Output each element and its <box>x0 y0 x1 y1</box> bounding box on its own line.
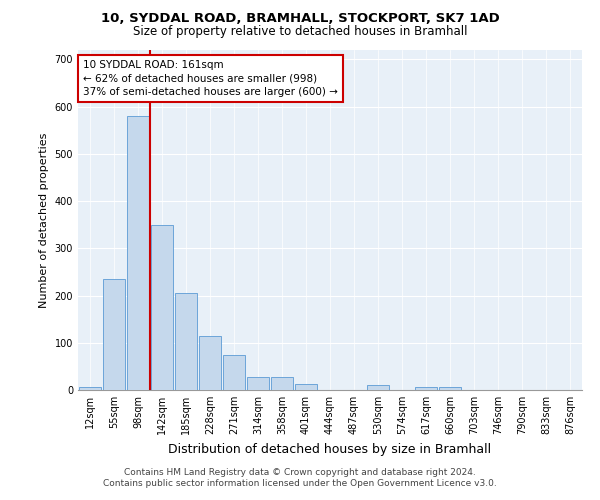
Bar <box>295 384 317 390</box>
Text: Size of property relative to detached houses in Bramhall: Size of property relative to detached ho… <box>133 25 467 38</box>
Bar <box>175 293 197 390</box>
Bar <box>127 116 149 390</box>
Text: 10 SYDDAL ROAD: 161sqm
← 62% of detached houses are smaller (998)
37% of semi-de: 10 SYDDAL ROAD: 161sqm ← 62% of detached… <box>83 60 338 96</box>
Bar <box>367 386 389 390</box>
Bar <box>439 387 461 390</box>
Bar <box>415 387 437 390</box>
Text: 10, SYDDAL ROAD, BRAMHALL, STOCKPORT, SK7 1AD: 10, SYDDAL ROAD, BRAMHALL, STOCKPORT, SK… <box>101 12 499 26</box>
Bar <box>223 354 245 390</box>
Bar <box>151 224 173 390</box>
Y-axis label: Number of detached properties: Number of detached properties <box>39 132 49 308</box>
X-axis label: Distribution of detached houses by size in Bramhall: Distribution of detached houses by size … <box>169 442 491 456</box>
Text: Contains HM Land Registry data © Crown copyright and database right 2024.
Contai: Contains HM Land Registry data © Crown c… <box>103 468 497 487</box>
Bar <box>199 336 221 390</box>
Bar <box>247 377 269 390</box>
Bar <box>103 279 125 390</box>
Bar <box>271 377 293 390</box>
Bar <box>79 386 101 390</box>
